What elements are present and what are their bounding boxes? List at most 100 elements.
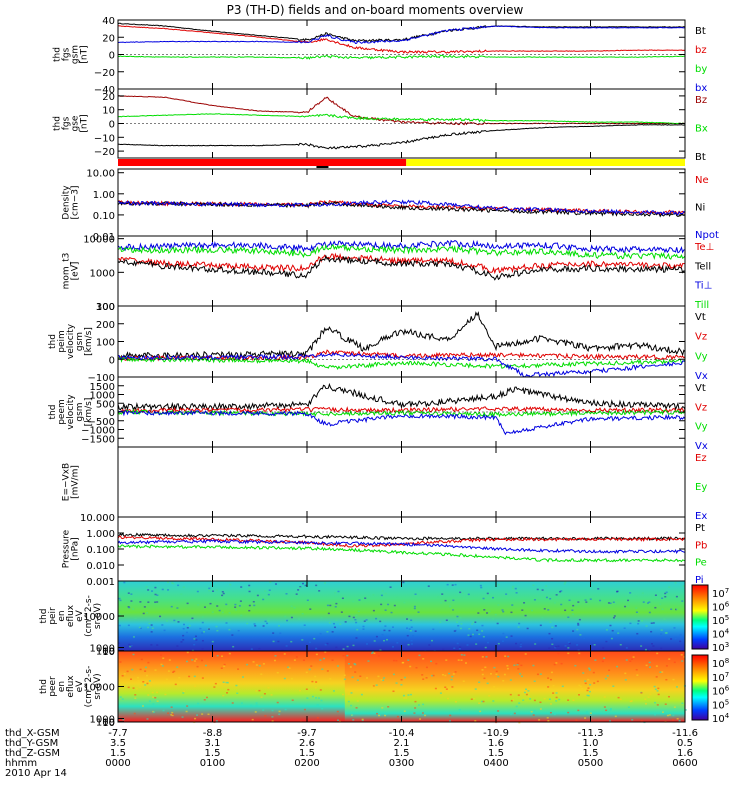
spectrogram-column xyxy=(354,651,365,722)
spectrogram-speck xyxy=(460,659,463,661)
spectrogram-speck xyxy=(670,608,673,611)
spectrogram-speck xyxy=(510,713,513,716)
spectrogram-speck xyxy=(311,695,314,698)
spectrogram-speck xyxy=(539,624,542,627)
axis-label: velocity xyxy=(66,323,76,359)
spectrogram-speck xyxy=(496,622,499,625)
spectrogram-speck xyxy=(515,642,518,645)
spectrogram-speck xyxy=(326,604,329,607)
spectrogram-speck xyxy=(186,602,189,605)
date-label: 2010 Apr 14 xyxy=(5,768,67,779)
spectrogram-speck xyxy=(459,627,462,630)
spectrogram-speck xyxy=(224,601,227,604)
spectrogram-speck xyxy=(154,593,157,596)
spectrogram-speck xyxy=(596,680,599,683)
spectrogram-speck xyxy=(611,629,614,632)
spectrogram-speck xyxy=(356,700,359,702)
spectrogram-speck xyxy=(458,708,461,711)
spectrogram-speck xyxy=(409,629,412,632)
spectrogram-speck xyxy=(664,595,667,598)
spectrogram-column xyxy=(505,581,516,651)
spectrogram-speck xyxy=(579,685,582,688)
spectrogram-speck xyxy=(584,599,587,601)
spectrogram-speck xyxy=(197,604,200,606)
spectrogram-speck xyxy=(637,622,640,625)
spectrogram-speck xyxy=(640,692,643,694)
spectrogram-speck xyxy=(578,684,581,687)
spectrogram-speck xyxy=(631,658,634,660)
spectrogram-speck xyxy=(524,653,527,655)
spectrogram-speck xyxy=(612,617,615,619)
axis-label: eV xyxy=(75,680,85,693)
spectrogram-speck xyxy=(587,687,590,689)
spectrogram-speck xyxy=(330,683,333,685)
spectrogram-speck xyxy=(375,617,378,620)
spectrogram-speck xyxy=(547,686,550,688)
spectrogram-column xyxy=(628,581,639,651)
spectrogram-speck xyxy=(372,609,375,612)
axis-row-label: thd_X-GSM xyxy=(5,728,60,739)
spectrogram-speck xyxy=(487,641,490,644)
legend-entry: Vt xyxy=(695,383,706,394)
spectrogram-column xyxy=(363,651,374,722)
spectrogram-speck xyxy=(460,623,463,625)
spectrogram-speck xyxy=(501,609,504,611)
spectrogram-speck xyxy=(627,706,630,708)
spectrogram-speck xyxy=(143,606,146,608)
spectrogram-speck xyxy=(176,607,179,609)
spectrogram-speck xyxy=(304,584,307,587)
spectrogram-speck xyxy=(529,698,532,700)
axis-row-value: 1.6 xyxy=(488,738,504,749)
spectrogram-speck xyxy=(201,639,204,642)
spectrogram-speck xyxy=(240,614,243,617)
y-tick-label: −40 xyxy=(94,85,115,96)
spectrogram-speck xyxy=(248,590,251,593)
spectrogram-speck xyxy=(315,681,318,683)
spectrogram-speck xyxy=(560,603,563,606)
spectrogram-speck xyxy=(186,705,189,707)
spectrogram-speck xyxy=(547,609,550,611)
spectrogram-speck xyxy=(311,680,314,683)
legend-entry: bx xyxy=(695,83,707,94)
spectrogram-speck xyxy=(385,638,388,641)
spectrogram-speck xyxy=(209,602,212,605)
spectrogram-speck xyxy=(165,678,168,681)
y-tick-label: 40 xyxy=(102,16,115,27)
spectrogram-speck xyxy=(299,587,302,589)
spectrogram-speck xyxy=(489,673,492,675)
spectrogram-column xyxy=(410,581,421,651)
spectrogram-speck xyxy=(220,667,223,669)
spectrogram-speck xyxy=(672,714,675,717)
spectrogram-speck xyxy=(160,663,163,666)
spectrogram-speck xyxy=(605,709,608,712)
spectrogram-speck xyxy=(290,640,293,643)
spectrogram-speck xyxy=(414,700,417,703)
spectrogram-speck xyxy=(661,608,664,610)
spectrogram-speck xyxy=(264,620,267,623)
spectrogram-speck xyxy=(293,607,296,609)
spectrogram-speck xyxy=(162,709,165,712)
spectrogram-speck xyxy=(161,665,164,667)
spectrogram-speck xyxy=(548,698,551,700)
spectrogram-speck xyxy=(264,590,267,592)
spectrogram-speck xyxy=(478,633,481,635)
spectrogram-column xyxy=(599,581,610,651)
spectrogram-speck xyxy=(237,629,240,632)
spectrogram-speck xyxy=(359,675,362,677)
spectrogram-speck xyxy=(526,627,529,630)
spectrogram-speck xyxy=(434,687,437,690)
spectrogram-speck xyxy=(203,699,206,701)
spectrogram-column xyxy=(514,581,525,651)
spectrogram-speck xyxy=(197,702,200,705)
spectrogram-column xyxy=(127,651,138,722)
spectrogram-speck xyxy=(648,611,651,614)
spectrogram-speck xyxy=(159,597,162,600)
spectrogram-speck xyxy=(240,586,243,588)
spectrogram-speck xyxy=(653,685,656,688)
legend-entry: Bx xyxy=(695,124,708,135)
spectrogram-speck xyxy=(172,713,175,716)
spectrogram-speck xyxy=(139,668,142,671)
spectrogram-speck xyxy=(349,666,352,668)
